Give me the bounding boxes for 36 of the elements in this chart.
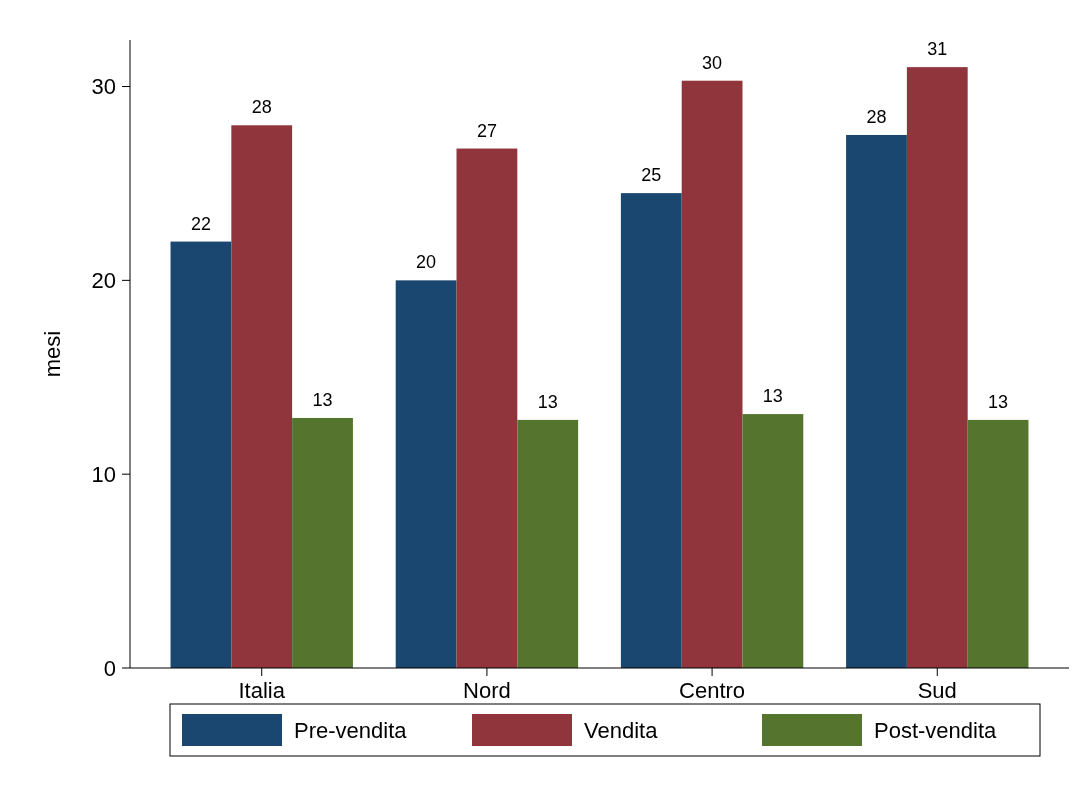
data-label: 28 xyxy=(866,106,887,127)
data-label: 30 xyxy=(702,52,723,73)
data-label: 13 xyxy=(537,391,558,412)
y-tick-label: 30 xyxy=(91,74,116,100)
data-label: 13 xyxy=(312,389,333,410)
data-label: 13 xyxy=(988,391,1009,412)
bar xyxy=(292,417,353,668)
y-axis-title: mesi xyxy=(40,330,65,378)
bar xyxy=(517,419,579,668)
data-label: 31 xyxy=(927,39,948,60)
bar xyxy=(681,80,743,668)
bar xyxy=(967,419,1029,668)
bar xyxy=(456,148,518,668)
x-tick-label: Centro xyxy=(679,678,746,703)
legend-label: Vendita xyxy=(584,717,659,743)
x-tick-label: Sud xyxy=(917,678,957,703)
y-tick-label: 20 xyxy=(91,268,116,294)
data-label: 27 xyxy=(476,120,497,141)
data-label: 28 xyxy=(251,97,272,118)
data-label: 25 xyxy=(641,165,662,186)
legend-label: Post-vendita xyxy=(874,717,998,743)
x-tick-label: Nord xyxy=(463,678,511,703)
bar xyxy=(846,134,907,668)
bar xyxy=(231,125,293,668)
bar xyxy=(742,414,804,668)
y-tick-label: 0 xyxy=(103,655,116,681)
data-label: 13 xyxy=(762,386,783,407)
bar xyxy=(620,193,682,668)
legend-label: Pre-vendita xyxy=(294,717,408,743)
x-tick-label: Italia xyxy=(238,678,286,703)
bar xyxy=(170,241,232,668)
data-label: 22 xyxy=(190,213,211,234)
y-tick-label: 10 xyxy=(91,461,116,487)
bar xyxy=(906,67,968,668)
data-label: 20 xyxy=(416,252,437,273)
bar xyxy=(395,280,457,668)
